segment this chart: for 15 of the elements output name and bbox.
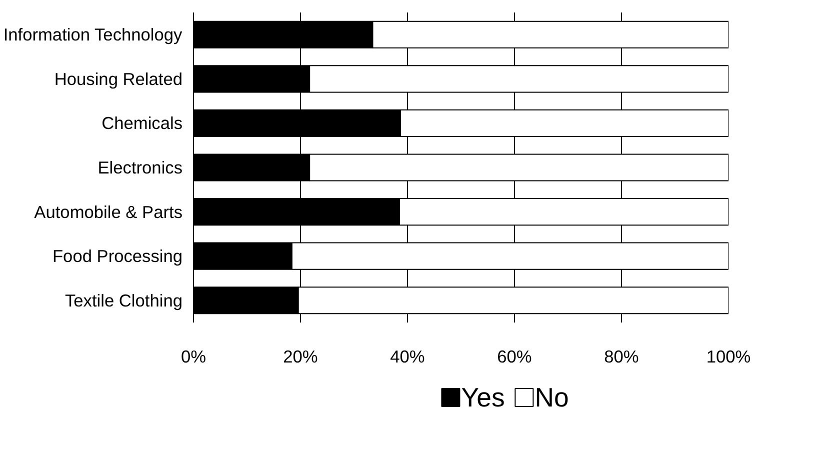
x-tick-label: 80% [604,346,639,366]
x-tick-label: 40% [390,346,425,366]
legend-label: Yes [461,382,505,412]
y-tick-label: Information Technology [3,24,183,45]
legend-label: No [534,382,569,412]
y-tick-label: Housing Related [54,68,183,89]
y-tick-label: Textile Clothing [64,290,183,310]
x-tick-label: 60% [497,346,532,366]
y-tick-label: Food Processing [52,246,183,266]
x-tick-label: 0% [180,346,206,366]
x-tick-label: 100% [706,346,751,366]
y-tick-label: Electronics [98,158,183,178]
y-tick-label: Chemicals [102,113,183,134]
x-tick-label: 20% [283,346,318,366]
y-tick-label: Automobile & Parts [34,202,183,222]
